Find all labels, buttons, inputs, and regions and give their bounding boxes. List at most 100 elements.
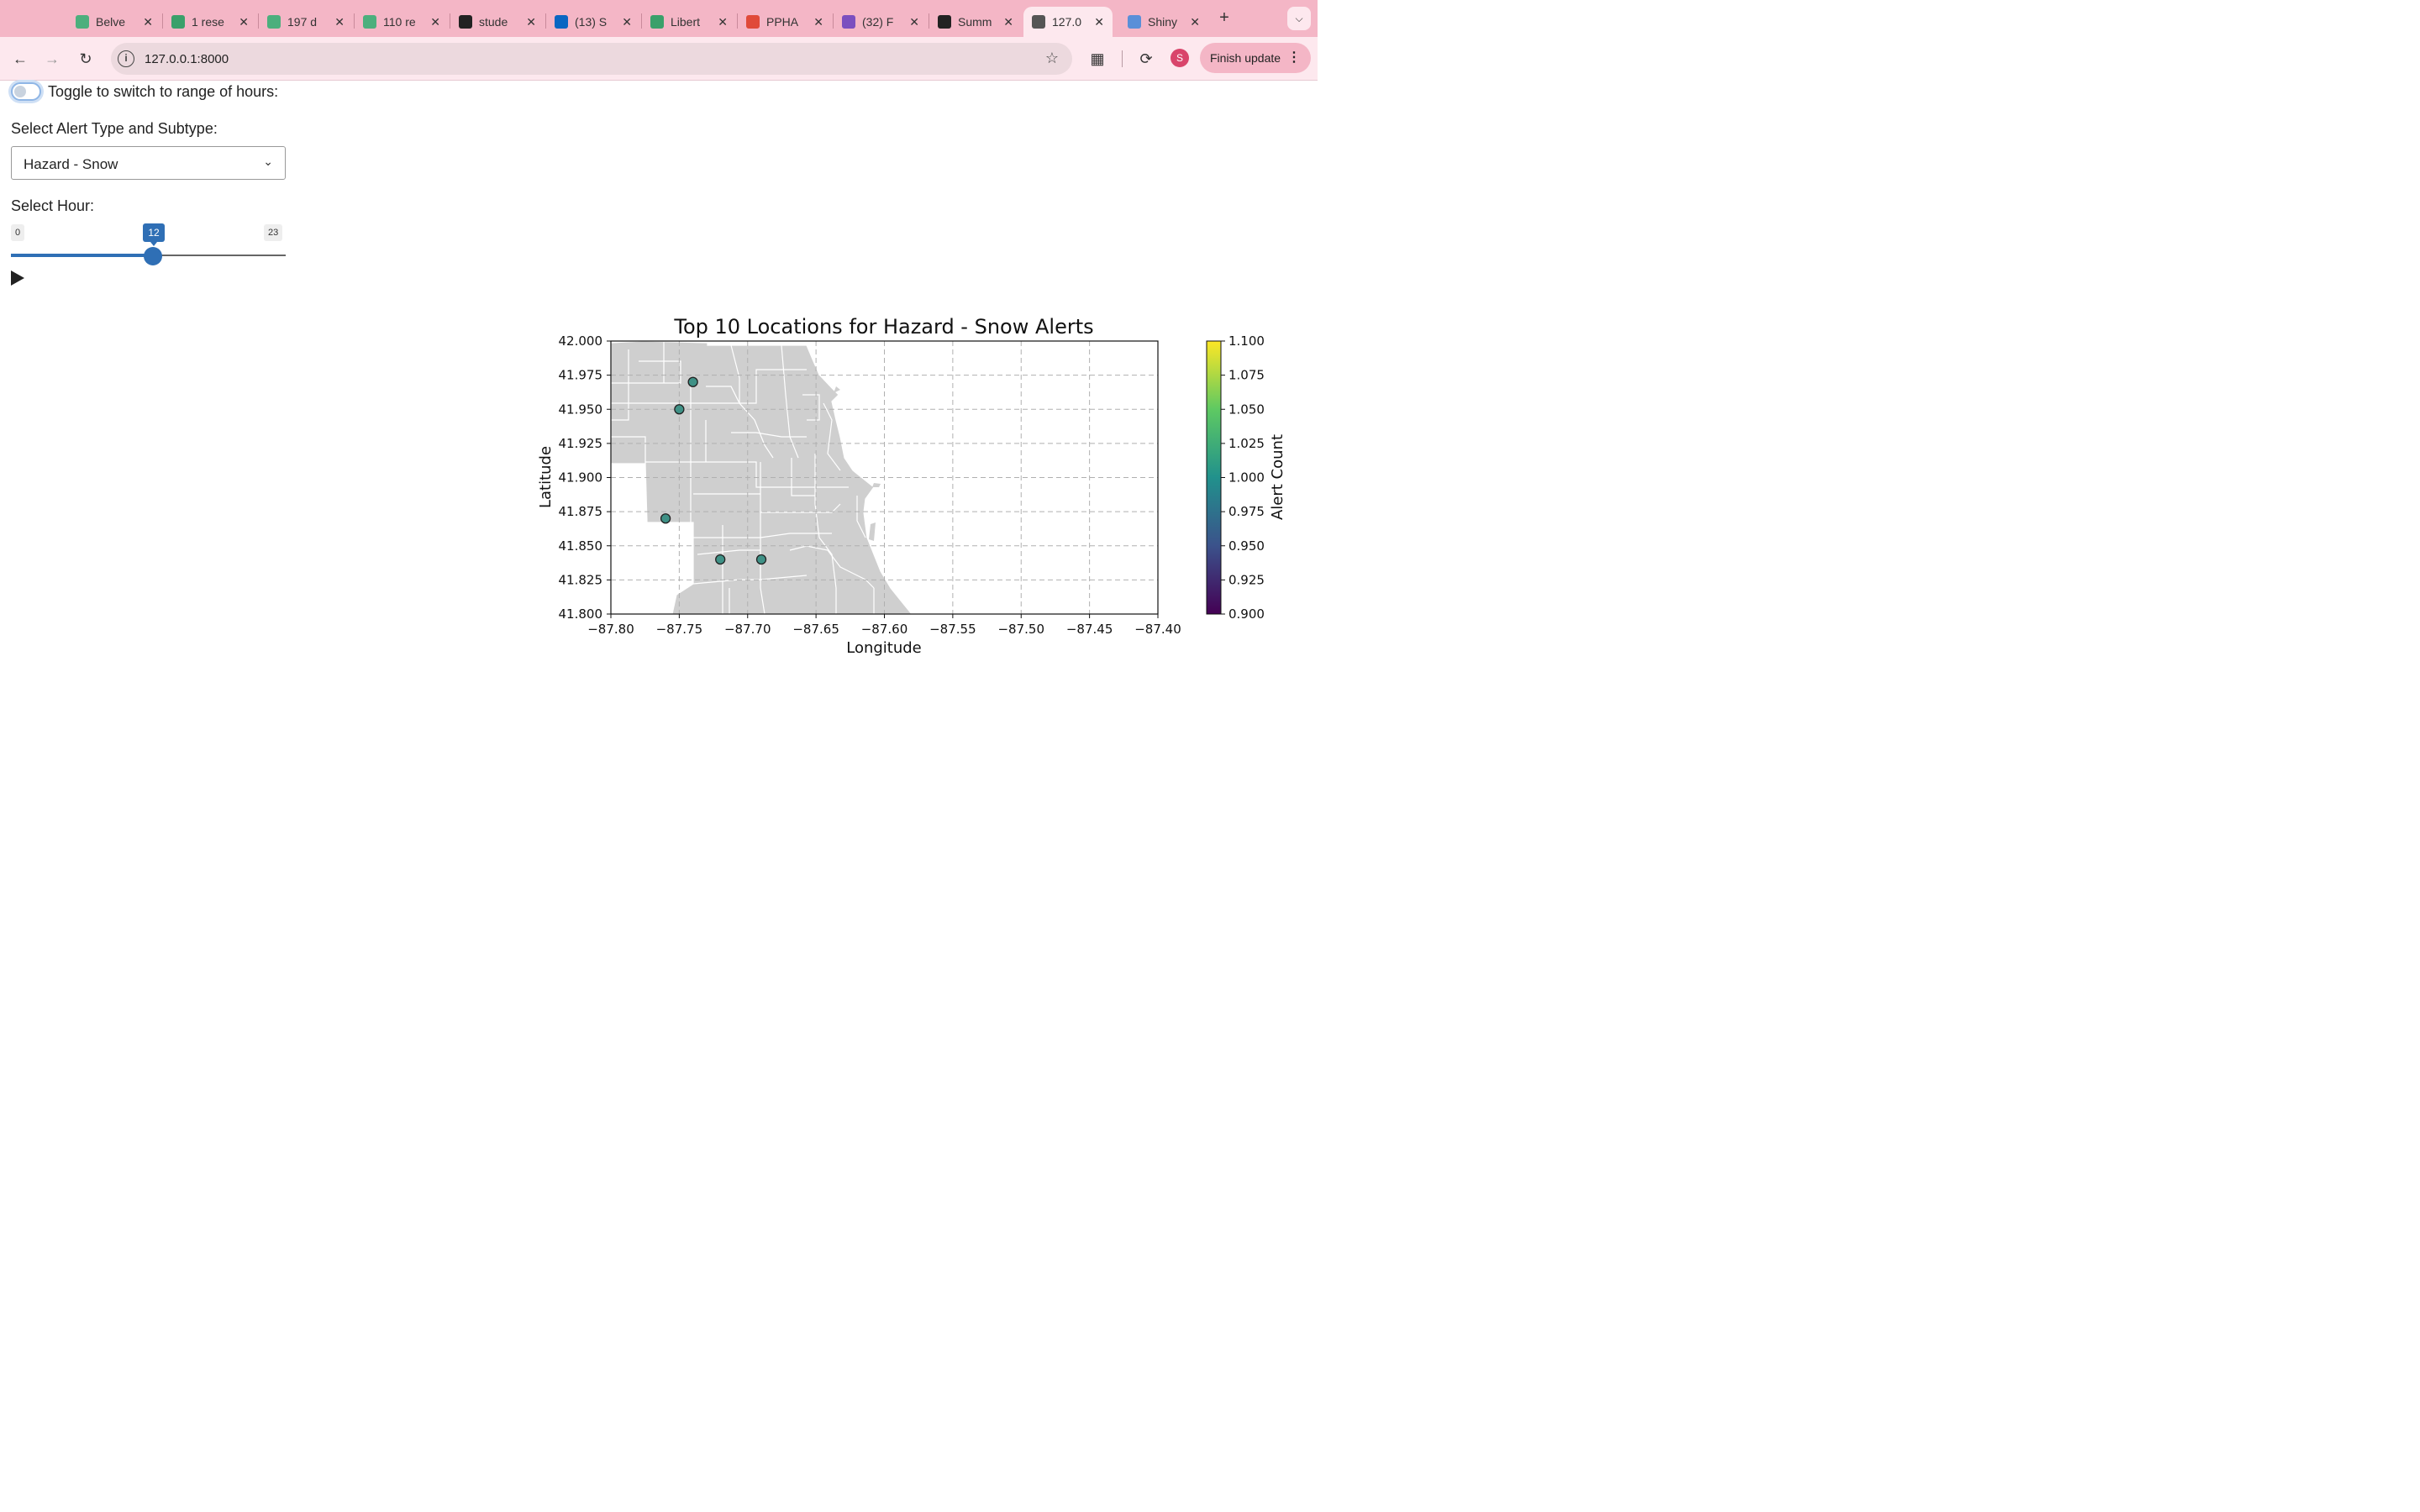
x-tick-label: −87.75: [656, 622, 703, 637]
colorbar-tick-label: 0.950: [1228, 538, 1265, 554]
island-shape-2: [872, 483, 881, 487]
x-tick-label: −87.55: [929, 622, 976, 637]
browser-tab[interactable]: Summ ✕: [929, 7, 1022, 37]
bookmark-star-icon[interactable]: ☆: [1044, 50, 1059, 66]
browser-tab[interactable]: 110 re ✕: [355, 7, 449, 37]
tab-title: Summ: [958, 15, 992, 29]
tab-title: PPHA: [766, 15, 799, 29]
browser-tab[interactable]: 1 rese ✕: [163, 7, 257, 37]
x-axis-label: Longitude: [846, 639, 922, 657]
close-icon[interactable]: ✕: [1190, 14, 1200, 29]
browser-tab[interactable]: (13) S ✕: [546, 7, 640, 37]
chicago-map-layer: [611, 341, 913, 614]
more-menu-icon[interactable]: ⋮: [1287, 50, 1301, 65]
colorbar: [1206, 340, 1222, 615]
colorbar-tick-label: 1.075: [1228, 368, 1265, 383]
y-tick-label: 41.850: [559, 538, 603, 554]
close-icon[interactable]: ✕: [909, 14, 919, 29]
browser-tab[interactable]: (32) F ✕: [834, 7, 928, 37]
harbor-shape: [834, 386, 840, 393]
tab-favicon-icon: [171, 15, 185, 29]
tab-title: Belve: [96, 15, 126, 29]
x-tick-label: −87.60: [861, 622, 908, 637]
reload-button[interactable]: ↻: [79, 50, 92, 67]
slider-max-label: 23: [264, 224, 283, 241]
x-tick-label: −87.80: [587, 622, 634, 637]
forward-button[interactable]: →: [45, 50, 60, 67]
tab-favicon-icon: [76, 15, 89, 29]
tab-separator: [354, 13, 355, 29]
extensions-icon[interactable]: ▦: [1090, 50, 1105, 67]
browser-tab[interactable]: stude ✕: [450, 7, 544, 37]
alert-point: [674, 404, 685, 415]
x-tick-label: −87.70: [724, 622, 771, 637]
close-icon[interactable]: ✕: [1094, 14, 1104, 29]
colorbar-label: Alert Count: [1269, 434, 1286, 520]
alert-point: [715, 554, 726, 565]
close-icon[interactable]: ✕: [622, 14, 632, 29]
tab-favicon-icon: [650, 15, 664, 29]
x-tick-label: −87.40: [1134, 622, 1181, 637]
tab-search-button[interactable]: ⌵: [1287, 7, 1311, 30]
close-icon[interactable]: ✕: [143, 14, 153, 29]
site-info-icon[interactable]: i: [118, 50, 134, 67]
y-axis-label: Latitude: [537, 446, 555, 508]
island-shape: [869, 522, 876, 541]
tab-separator: [833, 13, 834, 29]
y-tick-label: 41.875: [559, 504, 603, 519]
tab-favicon-icon: [842, 15, 855, 29]
x-axis-ticks: −87.80 −87.75 −87.70 −87.65 −87.60 −87.55 −87.…: [587, 614, 1181, 637]
slider-min-label: 0: [11, 224, 25, 241]
close-icon[interactable]: ✕: [334, 14, 345, 29]
tab-title: (13) S: [575, 15, 608, 29]
tab-title: stude: [479, 15, 508, 29]
browser-tab[interactable]: 197 d ✕: [259, 7, 353, 37]
toggle-knob: [14, 86, 26, 97]
close-icon[interactable]: ✕: [430, 14, 440, 29]
tab-title: Libert: [671, 15, 701, 29]
colorbar-tick-label: 1.050: [1228, 402, 1265, 417]
play-animation-button[interactable]: [11, 270, 24, 286]
close-icon[interactable]: ✕: [813, 14, 823, 29]
address-bar[interactable]: i 127.0.0.1:8000 ☆: [111, 43, 1072, 75]
colorbar-tick-label: 1.000: [1228, 470, 1265, 486]
tab-favicon-icon: [1032, 15, 1045, 29]
y-tick-label: 42.000: [559, 333, 603, 349]
hour-slider-handle[interactable]: [144, 247, 162, 265]
x-tick-label: −87.45: [1066, 622, 1113, 637]
browser-tab[interactable]: Shiny ✕: [1119, 7, 1208, 37]
y-axis-ticks: 42.000 41.975 41.950 41.925 41.900 41.875 41.8…: [559, 333, 611, 622]
alert-type-select[interactable]: Hazard - Snow ⌄: [11, 146, 286, 180]
colorbar-ticks: 1.100 1.075 1.050 1.025 1.000 0.975 0.950 0.925…: [1221, 333, 1265, 622]
colorbar-tick-label: 1.025: [1228, 436, 1265, 451]
alert-points: [660, 376, 767, 565]
toggle-label: Toggle to switch to range of hours:: [48, 83, 279, 100]
close-icon[interactable]: ✕: [239, 14, 249, 29]
close-icon[interactable]: ✕: [526, 14, 536, 29]
alert-point: [755, 554, 767, 565]
new-tab-button[interactable]: +: [1219, 8, 1229, 27]
tab-favicon-icon: [267, 15, 281, 29]
profile-avatar[interactable]: S: [1171, 49, 1189, 67]
tab-title: Shiny: [1148, 15, 1178, 29]
toolbar-divider: [1122, 50, 1123, 67]
browser-tab[interactable]: 127.0 ✕: [1023, 7, 1113, 37]
tab-strip: + ⌵ Belve ✕ 1 rese ✕ 197 d ✕ 110 re ✕ stude ✕ (13)…: [0, 0, 1318, 37]
performance-icon[interactable]: ⟳: [1139, 50, 1153, 67]
y-tick-label: 41.950: [559, 402, 603, 417]
alert-type-label: Select Alert Type and Subtype:: [11, 120, 218, 137]
tab-separator: [641, 13, 642, 29]
range-toggle-switch[interactable]: [11, 82, 41, 101]
colorbar-tick-label: 1.100: [1228, 333, 1265, 349]
finish-update-button[interactable]: Finish update ⋮: [1200, 43, 1311, 73]
hour-label: Select Hour:: [11, 197, 95, 214]
tab-favicon-icon: [363, 15, 376, 29]
slider-value-label: 12: [143, 223, 165, 246]
close-icon[interactable]: ✕: [1003, 14, 1013, 29]
browser-tab[interactable]: PPHA ✕: [738, 7, 832, 37]
close-icon[interactable]: ✕: [718, 14, 728, 29]
browser-tab[interactable]: Belve ✕: [67, 7, 161, 37]
browser-tab[interactable]: Libert ✕: [642, 7, 736, 37]
back-button[interactable]: ←: [13, 50, 28, 67]
chart-title: Top 10 Locations for Hazard - Snow Alert…: [673, 315, 1093, 339]
